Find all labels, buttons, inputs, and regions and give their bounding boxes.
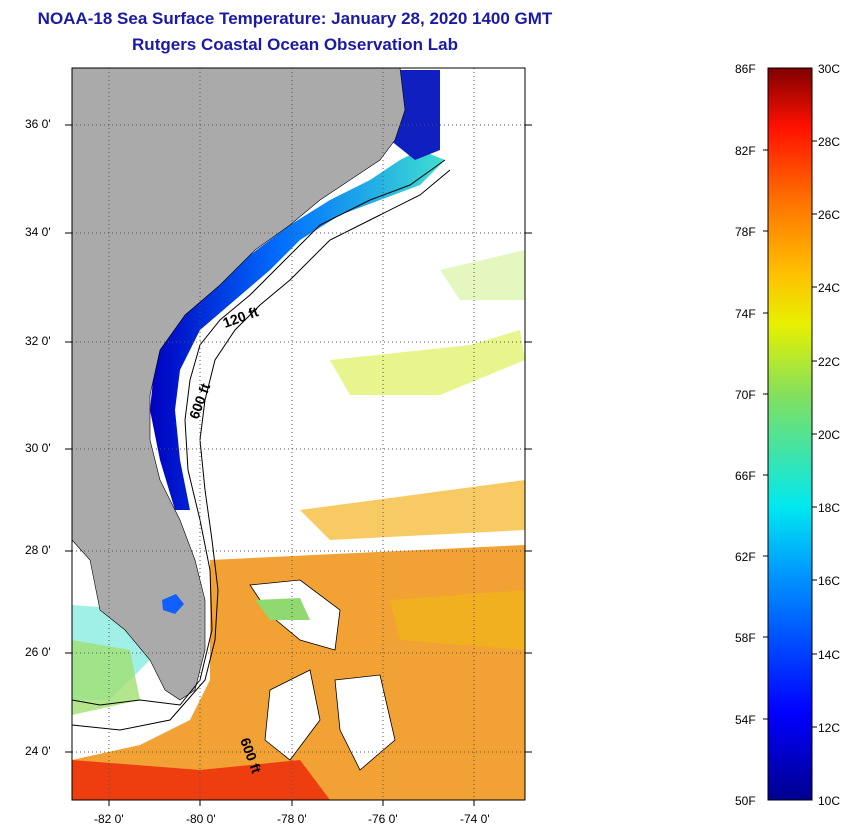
- lat-label: 28 0': [25, 543, 51, 557]
- yellow-patches: [330, 330, 525, 395]
- cold-coastal-band: [150, 150, 445, 510]
- colorbar-f-label: 86F: [735, 62, 756, 76]
- colorbar-f-label: 58F: [735, 631, 756, 645]
- land-mass: [72, 68, 406, 701]
- exuma-bank: [334, 674, 396, 771]
- gulf-green-region: [72, 640, 140, 715]
- colorbar-c-label: 12C: [818, 721, 841, 735]
- map-subtitle: Rutgers Coastal Ocean Observation Lab: [132, 35, 458, 54]
- colorbar-f-label: 54F: [735, 713, 756, 727]
- colorbar-f-label: 74F: [735, 307, 756, 321]
- scattered-warm-patches: [300, 480, 525, 540]
- lon-label: -78 0': [277, 812, 307, 826]
- colorbar-f-label: 62F: [735, 550, 756, 564]
- contour-600ft: [72, 169, 451, 731]
- colorbar-ticks: [763, 140, 817, 728]
- colorbar-c-label: 30C: [818, 62, 841, 76]
- colorbar-c-label: 22C: [818, 355, 841, 369]
- contour-120ft: [72, 159, 446, 706]
- map-frame: [71, 67, 526, 801]
- colorbar-f-label: 78F: [735, 225, 756, 239]
- gulf-warm-region: [72, 760, 330, 800]
- green-patches: [440, 250, 525, 300]
- great-bahama-bank: [264, 669, 321, 761]
- colorbar-c-label: 18C: [818, 501, 841, 515]
- lat-label: 30 0': [25, 441, 51, 455]
- mid-warm-region: [390, 590, 525, 650]
- colorbar-f-label: 70F: [735, 388, 756, 402]
- colorbar-c-label: 26C: [818, 208, 841, 222]
- colorbar-c-label: 14C: [818, 648, 841, 662]
- colorbar-c-label: 10C: [818, 794, 841, 808]
- colorbar-c-label: 24C: [818, 281, 841, 295]
- lat-label: 32 0': [25, 334, 51, 348]
- lat-label: 36 0': [25, 117, 51, 131]
- lat-label: 26 0': [25, 645, 51, 659]
- lat-label: 24 0': [25, 744, 51, 758]
- colorbar-f-label: 50F: [735, 794, 756, 808]
- lon-label: -74 0': [460, 812, 490, 826]
- colorbar-c-label: 20C: [818, 428, 841, 442]
- colorbar-c-label: 28C: [818, 135, 841, 149]
- bank-green-water: [255, 598, 310, 620]
- colorbar-f-label: 66F: [735, 469, 756, 483]
- colorbar: [767, 67, 813, 801]
- colorbar-f-label: 82F: [735, 144, 756, 158]
- lon-label: -80 0': [186, 812, 216, 826]
- lake-okeechobee: [162, 594, 184, 614]
- map-ticks: [65, 124, 532, 806]
- map-title: NOAA-18 Sea Surface Temperature: January…: [37, 9, 553, 28]
- lon-label: -82 0': [94, 812, 124, 826]
- lon-label: -76 0': [368, 812, 398, 826]
- lat-label: 34 0': [25, 225, 51, 239]
- colorbar-c-label: 16C: [818, 574, 841, 588]
